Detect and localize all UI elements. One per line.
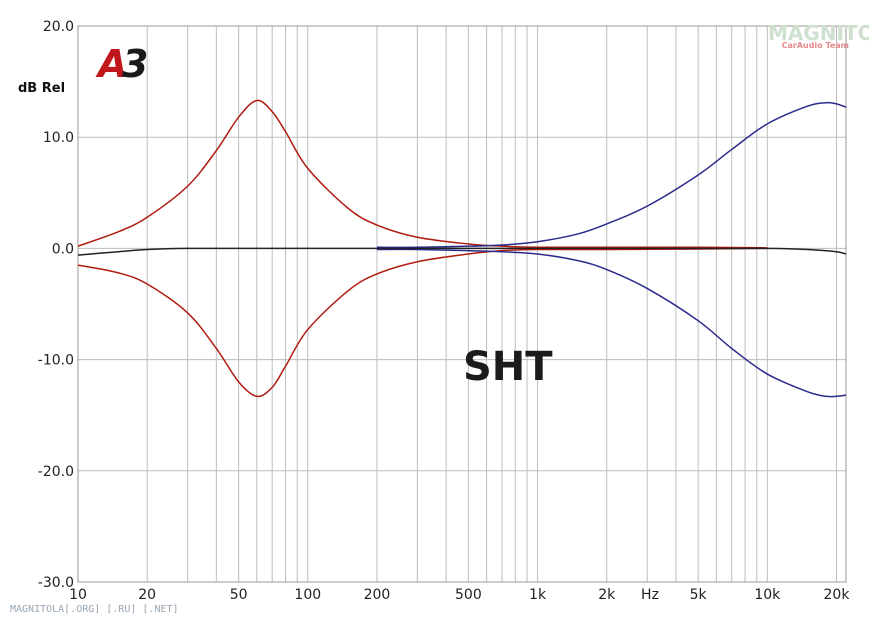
x-tick-label: 20	[138, 587, 156, 603]
a3-logo: A 3	[95, 42, 148, 86]
plot-frame	[77, 25, 847, 583]
brand-watermark: MAGNITOLA CarAudio Team	[768, 21, 869, 50]
x-axis: 10 20 50 100 200 500 1k 2k 5k 10k 20k	[69, 587, 850, 603]
x-tick-label: 200	[364, 587, 391, 603]
y-tick-label: 20.0	[43, 19, 74, 35]
y-tick-label: -20.0	[38, 464, 74, 480]
x-tick-label: 2k	[598, 587, 616, 603]
x-tick-label: 5k	[690, 587, 708, 603]
y-tick-label: 0.0	[52, 241, 74, 257]
series-line-5	[77, 247, 847, 256]
y-tick-label: -10.0	[38, 353, 74, 369]
chart-annotation: SHT	[463, 344, 553, 390]
x-tick-label: 1k	[529, 587, 547, 603]
x-tick-label: 100	[294, 587, 321, 603]
series-line-1	[77, 99, 768, 249]
a3-logo-3: 3	[122, 42, 148, 86]
x-tick-label: 50	[230, 587, 248, 603]
y-axis: 20.0 10.0 0.0 -10.0 -20.0 -30.0	[38, 19, 74, 591]
a3-logo-a: A	[95, 42, 127, 86]
grid	[77, 25, 847, 583]
x-tick-label: 500	[455, 587, 482, 603]
series-line-4	[376, 248, 847, 398]
y-axis-label: dB Rel	[18, 81, 65, 96]
x-axis-label: Hz	[641, 587, 659, 603]
series-line-3	[376, 101, 847, 249]
y-tick-label: -30.0	[38, 575, 74, 591]
curves	[77, 99, 847, 398]
x-tick-label: 10k	[754, 587, 781, 603]
x-tick-label: 10	[69, 587, 87, 603]
brand-watermark-subtitle: CarAudio Team	[782, 41, 849, 50]
y-tick-label: 10.0	[43, 130, 74, 146]
x-tick-label: 20k	[824, 587, 851, 603]
brand-watermark-title: MAGNITOLA	[768, 21, 869, 45]
footer-watermark: MAGNITOLA[.ORG] [.RU] [.NET]	[10, 604, 179, 615]
series-line-2	[77, 247, 768, 398]
